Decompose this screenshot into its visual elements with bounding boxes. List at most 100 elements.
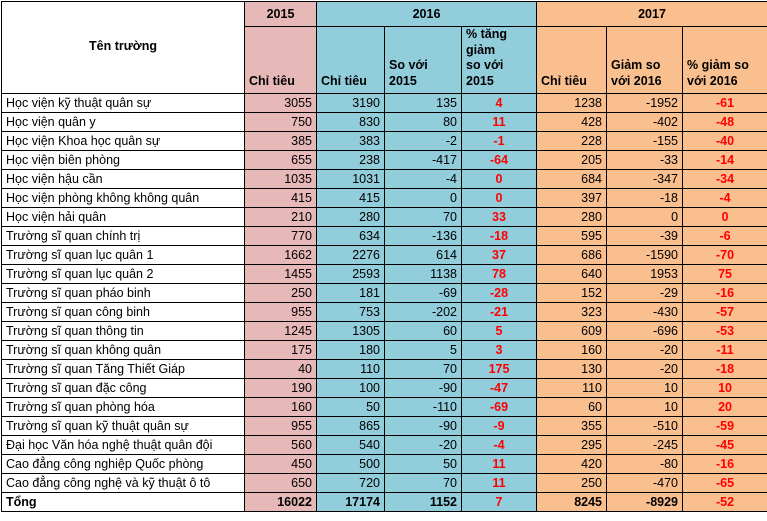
pct-change-vs-2015-cell: 11: [462, 473, 537, 492]
diff-vs-2015-cell: 1152: [385, 492, 462, 511]
school-name-cell: Đại học Văn hóa nghệ thuật quân đội: [2, 435, 245, 454]
pct-decrease-vs-2016-cell: -61: [683, 93, 767, 112]
pct-decrease-vs-2016-cell: 75: [683, 264, 767, 283]
school-name-cell: Cao đẳng công nghiệp Quốc phòng: [2, 454, 245, 473]
quota-2017-cell: 280: [537, 207, 607, 226]
pct-change-vs-2015-cell: -64: [462, 150, 537, 169]
quota-2016-cell: 540: [317, 435, 385, 454]
quota-2016-cell: 1031: [317, 169, 385, 188]
diff-vs-2015-cell: 70: [385, 359, 462, 378]
quota-2015-cell: 750: [245, 112, 317, 131]
quota-2016-cell: 865: [317, 416, 385, 435]
quota-2016-cell: 753: [317, 302, 385, 321]
school-name-cell: Trường sĩ quan đặc công: [2, 378, 245, 397]
pct-change-vs-2015-cell: -1: [462, 131, 537, 150]
pct-change-vs-2015-cell: 175: [462, 359, 537, 378]
school-name-cell: Trường sĩ quan lục quân 1: [2, 245, 245, 264]
pct-decrease-vs-2016-cell: -53: [683, 321, 767, 340]
pct-decrease-vs-2016-cell: -52: [683, 492, 767, 511]
diff-vs-2015-cell: 1138: [385, 264, 462, 283]
quota-2015-cell: 655: [245, 150, 317, 169]
quota-2017-cell: 228: [537, 131, 607, 150]
decrease-vs-2016-cell: -1590: [607, 245, 683, 264]
pct-change-vs-2015-cell: -28: [462, 283, 537, 302]
diff-vs-2015-cell: 70: [385, 473, 462, 492]
quota-2016-cell: 2276: [317, 245, 385, 264]
quota-2015-cell: 955: [245, 416, 317, 435]
quota-2015-cell: 650: [245, 473, 317, 492]
pct-change-vs-2015-cell: 78: [462, 264, 537, 283]
school-name-cell: Trường sĩ quan công binh: [2, 302, 245, 321]
quota-2016-cell: 383: [317, 131, 385, 150]
quota-2017-cell: 110: [537, 378, 607, 397]
quota-2015-cell: 1245: [245, 321, 317, 340]
quota-2015-cell: 210: [245, 207, 317, 226]
decrease-vs-2016-cell: -402: [607, 112, 683, 131]
school-name-cell: Trường sĩ quan phòng hóa: [2, 397, 245, 416]
pct-decrease-vs-2016-cell: -57: [683, 302, 767, 321]
decrease-vs-2016-cell: -696: [607, 321, 683, 340]
school-name-cell: Trường sĩ quan kỹ thuật quân sự: [2, 416, 245, 435]
quota-2016-cell: 500: [317, 454, 385, 473]
quota-2016-cell: 1305: [317, 321, 385, 340]
pct-change-vs-2015-cell: 37: [462, 245, 537, 264]
school-name-cell: Học viện biên phòng: [2, 150, 245, 169]
decrease-vs-2016-cell: 0: [607, 207, 683, 226]
school-name-cell: Học viện kỹ thuật quân sự: [2, 93, 245, 112]
quota-2017-cell: 640: [537, 264, 607, 283]
pct-decrease-vs-2016-cell: -6: [683, 226, 767, 245]
decrease-vs-2016-cell: -39: [607, 226, 683, 245]
pct-decrease-vs-2016-cell: -16: [683, 283, 767, 302]
pct-change-vs-2015-cell: 3: [462, 340, 537, 359]
quota-2016-cell: 415: [317, 188, 385, 207]
quota-2017-cell: 609: [537, 321, 607, 340]
quota-2016-cell: 634: [317, 226, 385, 245]
decrease-vs-2016-cell: -1952: [607, 93, 683, 112]
diff-vs-2015-cell: -20: [385, 435, 462, 454]
quota-2017-cell: 130: [537, 359, 607, 378]
diff-vs-2015-cell: 0: [385, 188, 462, 207]
quota-2015-cell: 190: [245, 378, 317, 397]
column-header-vs-2015: So với 2015: [385, 27, 462, 94]
school-name-cell: Trường sĩ quan không quân: [2, 340, 245, 359]
quota-2017-cell: 205: [537, 150, 607, 169]
quota-2016-cell: 830: [317, 112, 385, 131]
pct-change-vs-2015-cell: 0: [462, 169, 537, 188]
diff-vs-2015-cell: -136: [385, 226, 462, 245]
decrease-vs-2016-cell: 1953: [607, 264, 683, 283]
decrease-vs-2016-cell: -33: [607, 150, 683, 169]
quota-2017-cell: 420: [537, 454, 607, 473]
quota-2015-cell: 955: [245, 302, 317, 321]
quota-2017-cell: 8245: [537, 492, 607, 511]
quota-2015-cell: 1455: [245, 264, 317, 283]
column-group-2016: 2016: [317, 2, 537, 27]
quota-2017-cell: 355: [537, 416, 607, 435]
diff-vs-2015-cell: 70: [385, 207, 462, 226]
quota-2015-cell: 560: [245, 435, 317, 454]
quota-2016-cell: 2593: [317, 264, 385, 283]
decrease-vs-2016-cell: -470: [607, 473, 683, 492]
diff-vs-2015-cell: -2: [385, 131, 462, 150]
decrease-vs-2016-cell: -29: [607, 283, 683, 302]
column-header-quota-2017: Chỉ tiêu: [537, 27, 607, 94]
decrease-vs-2016-cell: -430: [607, 302, 683, 321]
pct-change-vs-2015-cell: -21: [462, 302, 537, 321]
column-header-decrease-vs-2016: Giảm so với 2016: [607, 27, 683, 94]
pct-decrease-vs-2016-cell: -16: [683, 454, 767, 473]
diff-vs-2015-cell: 614: [385, 245, 462, 264]
school-name-cell: Học viện Khoa học quân sự: [2, 131, 245, 150]
quota-2017-cell: 1238: [537, 93, 607, 112]
